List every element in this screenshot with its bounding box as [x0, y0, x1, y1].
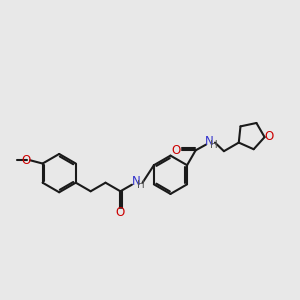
Text: O: O [22, 154, 31, 167]
Text: N: N [132, 175, 141, 188]
Text: N: N [205, 135, 213, 148]
Text: O: O [171, 144, 180, 157]
Text: O: O [116, 206, 125, 219]
Text: O: O [265, 130, 274, 143]
Text: H: H [137, 180, 145, 190]
Text: H: H [210, 140, 218, 150]
